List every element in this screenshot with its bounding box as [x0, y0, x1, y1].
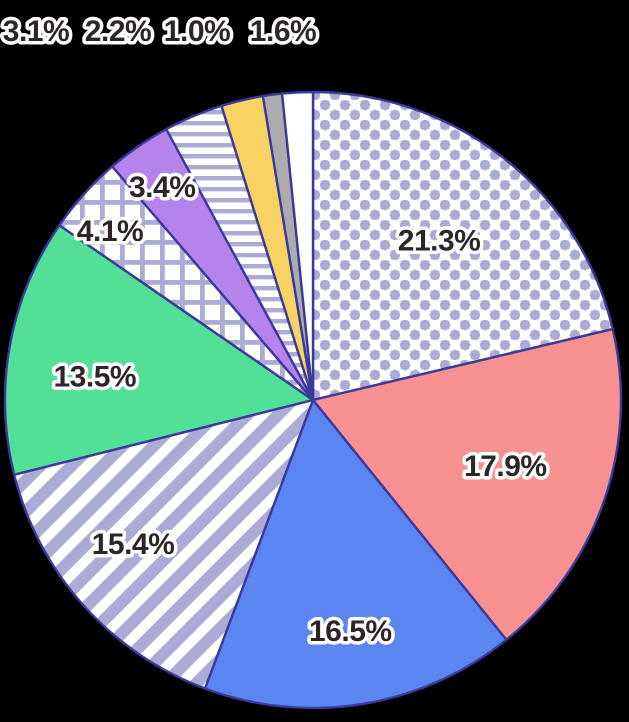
slice-label-4.1%: 4.1% — [77, 215, 143, 248]
slice-label-13.5%: 13.5% — [54, 361, 137, 394]
pie-slice-21.3% — [311, 90, 614, 402]
slice-label-3.4%: 3.4% — [129, 171, 195, 204]
pie-slice-17.9% — [311, 327, 623, 641]
slice-label-16.5%: 16.5% — [309, 615, 392, 648]
slice-label-2.2%: 2.2% — [85, 15, 151, 48]
pie-slice-1.6% — [280, 90, 315, 402]
slice-label-17.9%: 17.9% — [464, 450, 547, 483]
pie-slice-16.5% — [203, 398, 508, 710]
slice-label-1.6%: 1.6% — [250, 15, 316, 48]
slice-label-15.4%: 15.4% — [92, 528, 175, 561]
slice-label-1.0%: 1.0% — [164, 15, 230, 48]
pie-slices — [3, 90, 623, 710]
pie-slice-13.5% — [3, 224, 315, 476]
slice-label-21.3%: 21.3% — [398, 225, 481, 258]
slice-labels: 21.3% 17.9% 16.5% 15.4% 13.5% 4.1% 3.4% 3.1% 2.2… — [0, 12, 551, 652]
slice-label-3.1%: 3.1% — [3, 15, 69, 48]
pie-slice-15.4% — [13, 398, 315, 690]
